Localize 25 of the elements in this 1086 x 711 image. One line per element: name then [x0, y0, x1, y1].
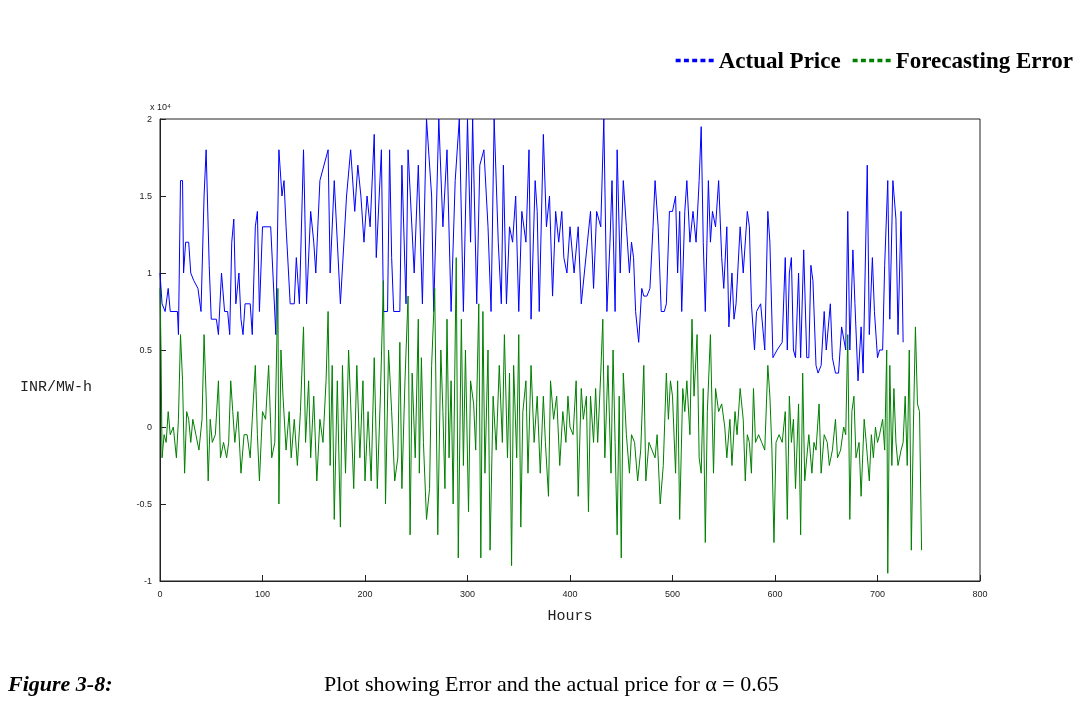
- y-tick-label: -1: [143, 576, 152, 586]
- text: Plot showing Error and the actual price for α = 0.65: [324, 670, 779, 696]
- legend-label: Actual Price: [718, 48, 841, 73]
- x-tick-label: 400: [562, 588, 578, 599]
- x-tick-label: 0: [157, 588, 163, 599]
- x-axis-title: Hours: [547, 608, 593, 625]
- x-tick-label: 100: [254, 588, 271, 599]
- line-series: [159, 257, 923, 574]
- caption: Figure 3-8:: [7, 670, 113, 696]
- y-tick-label: 0: [146, 422, 152, 432]
- x-tick-label: 300: [459, 588, 476, 599]
- legend-label: Forecasting Error: [895, 48, 1074, 73]
- x-tick-label: 500: [664, 588, 681, 599]
- x-tick-label: 800: [972, 588, 988, 599]
- y-tick-label: 0.5: [139, 345, 152, 355]
- y-tick-label: 1: [146, 268, 152, 278]
- x-tick-label: 600: [767, 588, 783, 599]
- y-axis-title: INR/MW-h: [20, 379, 93, 396]
- line-series: [159, 118, 904, 382]
- y-tick-label: 1.5: [139, 191, 152, 201]
- x-tick-label: 700: [869, 588, 886, 599]
- x-tick-label: 200: [357, 588, 373, 599]
- y-tick-label: -0.5: [136, 499, 152, 509]
- y-tick-label: 2: [146, 114, 152, 124]
- text: x 10⁴: [150, 101, 172, 112]
